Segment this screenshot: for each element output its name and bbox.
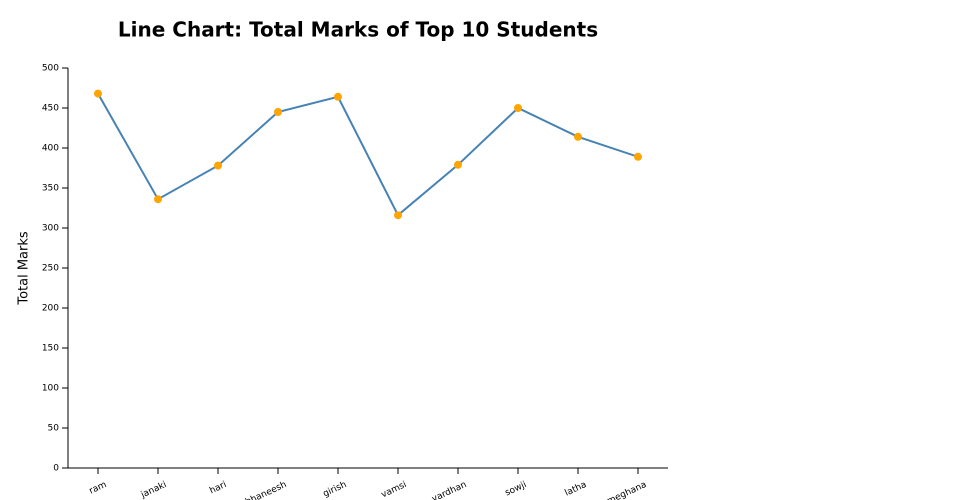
x-tick-label: sowji <box>504 480 529 499</box>
y-tick-label: 500 <box>42 64 59 74</box>
point <box>334 92 342 101</box>
x-tick-label: girish <box>322 480 349 500</box>
y-tick-label: 100 <box>42 384 59 394</box>
point <box>154 195 162 204</box>
point <box>214 161 222 170</box>
point <box>574 132 582 141</box>
chart-title: Line Chart: Total Marks of Top 10 Studen… <box>118 18 598 42</box>
line <box>97 93 639 217</box>
x-tick-label: ram <box>88 480 109 497</box>
point <box>394 211 402 220</box>
y-tick-label: 450 <box>42 104 59 114</box>
y-tick-label: 400 <box>42 144 59 154</box>
point <box>94 89 102 98</box>
point <box>274 108 282 116</box>
y-tick-label: 150 <box>42 344 59 354</box>
y-tick-label: 300 <box>42 224 59 234</box>
point <box>514 104 522 112</box>
point <box>634 152 642 161</box>
y-tick-label: 200 <box>42 304 59 314</box>
x-tick-label: latha <box>563 480 588 499</box>
y-tick-label: 250 <box>42 264 59 274</box>
x-tick-label: bhaneesh <box>244 480 288 500</box>
y-tick-label: 50 <box>48 424 60 434</box>
x-tick-label: vamsi <box>380 480 409 500</box>
x-tick-label: janaki <box>139 480 169 500</box>
x-tick-label: hari <box>208 480 228 496</box>
point <box>454 160 462 169</box>
x-tick-label: vardhan <box>431 480 469 500</box>
y-tick-label: 0 <box>53 464 59 474</box>
x-tick-label: meghana <box>606 480 649 500</box>
y-axis-label: Total Marks <box>17 231 32 306</box>
y-tick-label: 350 <box>42 184 59 194</box>
